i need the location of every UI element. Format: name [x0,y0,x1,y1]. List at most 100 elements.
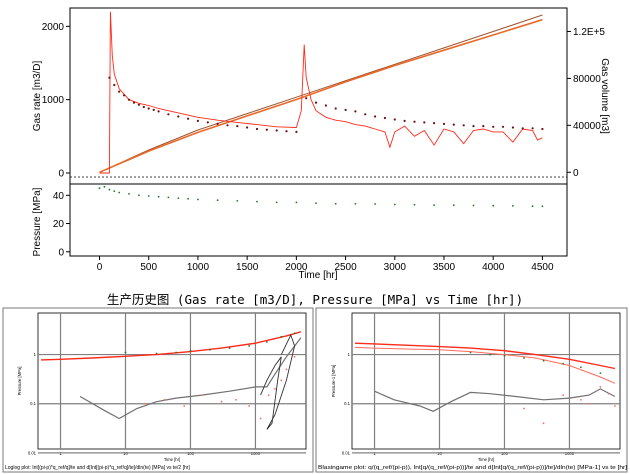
rate-point [127,98,131,101]
rate-point [113,83,116,87]
rate-point [255,127,259,131]
blasingame-footer: Blasingame plot: q/(q_ref/(pi-p)), Int[q… [318,465,628,471]
time-x-tick-label: 3500 [433,262,456,273]
rate-point [196,119,199,122]
rate-point [265,128,268,131]
blasingame-point [489,353,491,356]
rate-point [492,125,495,128]
pressure-point [541,205,544,208]
rate-point [374,115,377,118]
rate-point [275,129,278,132]
y-tick-label: 1 [348,352,351,357]
rate-point [541,127,544,131]
rate-point [157,110,160,113]
volume-y-tick-label: 1.2E+5 [573,27,605,38]
pressure-point [472,204,475,207]
loglog-point [155,352,158,355]
time-x-axis-label: Time [hr] [298,270,337,281]
rate-point [305,97,308,100]
pressure-y-axis-label: Pressure [MPa] [32,187,43,256]
loglog-plot-frame [37,312,307,450]
rate-point [452,123,455,126]
rate-point [187,117,190,120]
pressure-point [315,202,317,205]
loglog-model-line [40,331,302,361]
blasingame-derivative-point [542,422,545,425]
pressure-y-tick-label: 40 [53,191,65,202]
rate-point [344,108,347,111]
rate-point [118,90,121,93]
blasingame-point [580,366,582,369]
blasingame-point [562,362,564,365]
x-tick-label: 100 [187,451,195,456]
y-tick-label: 0.1 [344,401,350,406]
rate-point [314,101,318,104]
pressure-point [256,200,258,203]
volume-line [99,18,543,174]
pressure-point [113,190,116,193]
rate-point [462,124,465,127]
rate-point [324,104,327,107]
rate-point [393,118,396,121]
pressure-point [108,188,111,191]
loglog-derivative-point [274,388,276,390]
blasingame-point [523,357,525,359]
blasingame-y-axis-label: Pressure-1 [MPa] [331,365,336,398]
rate-point [433,122,436,125]
rate-y-tick-label: 2000 [42,22,65,33]
loglog-point [189,349,192,352]
loglog-y-axis-label: Pressure [MPa] [17,367,22,396]
time-x-tick-label: 2500 [334,262,357,273]
loglog-derivative-point [293,355,296,358]
loglog-derivative-point [259,417,262,420]
rate-point [413,120,416,123]
rate-y-tick-label: 0 [58,169,64,180]
pressure-point [295,201,298,204]
blasingame-plot-frame [351,312,621,450]
blasingame-point [503,354,506,357]
pressure-point [103,185,106,188]
rate-point [123,94,126,97]
x-tick-label: 1 [59,451,62,456]
rate-point [531,127,534,130]
pressure-point [374,203,376,205]
volume-y-tick-label: 0 [573,168,579,179]
rate-point [167,113,170,116]
loglog-derivative-point [201,394,203,396]
pressure-y-tick-label: 0 [58,247,64,258]
pressure-point [98,187,101,190]
rate-point [354,110,357,113]
loglog-point [209,348,211,351]
x-tick-label: 1000 [251,451,261,456]
pressure-point [354,202,357,205]
rate-point [226,124,229,127]
blasingame-derivative-line [374,388,616,412]
volume-y-tick-label: 40000 [573,121,601,132]
blasingame-derivative-point [599,386,602,388]
rate-point [334,107,337,110]
rate-point [246,126,249,129]
rate-model-line [99,11,543,174]
loglog-point [266,341,268,343]
pressure-point [492,204,495,207]
loglog-derivative-point [220,400,223,403]
loglog-x-axis-label: Time [hr] [164,457,180,462]
pressure-point [433,204,435,207]
rate-y-tick-label: 1000 [42,95,65,106]
blasingame-derivative-point [523,407,525,410]
volume-y-tick-label: 80000 [573,74,601,85]
loglog-derivative-point [163,398,166,401]
blasingame-model-line-2 [354,346,616,384]
blasingame-derivative-point [562,394,564,396]
y-tick-label: 0.01 [342,450,351,455]
loglog-point [124,351,127,354]
rate-point [482,125,485,128]
loglog-derivative-point [235,398,237,401]
pressure-point [275,201,278,204]
loglog-derivative-point [267,394,270,396]
loglog-chart: 1 10 100 1000 0.01 0.1 1 Pressure [MPa] Time [… [2,307,314,473]
rate-point [501,125,505,128]
x-tick-label: 10 [437,451,442,456]
rate-point [142,105,145,109]
blasingame-chart: 1 10 100 1000 0.01 0.1 1 Pressure-1 [MPa] Time… [315,307,628,473]
